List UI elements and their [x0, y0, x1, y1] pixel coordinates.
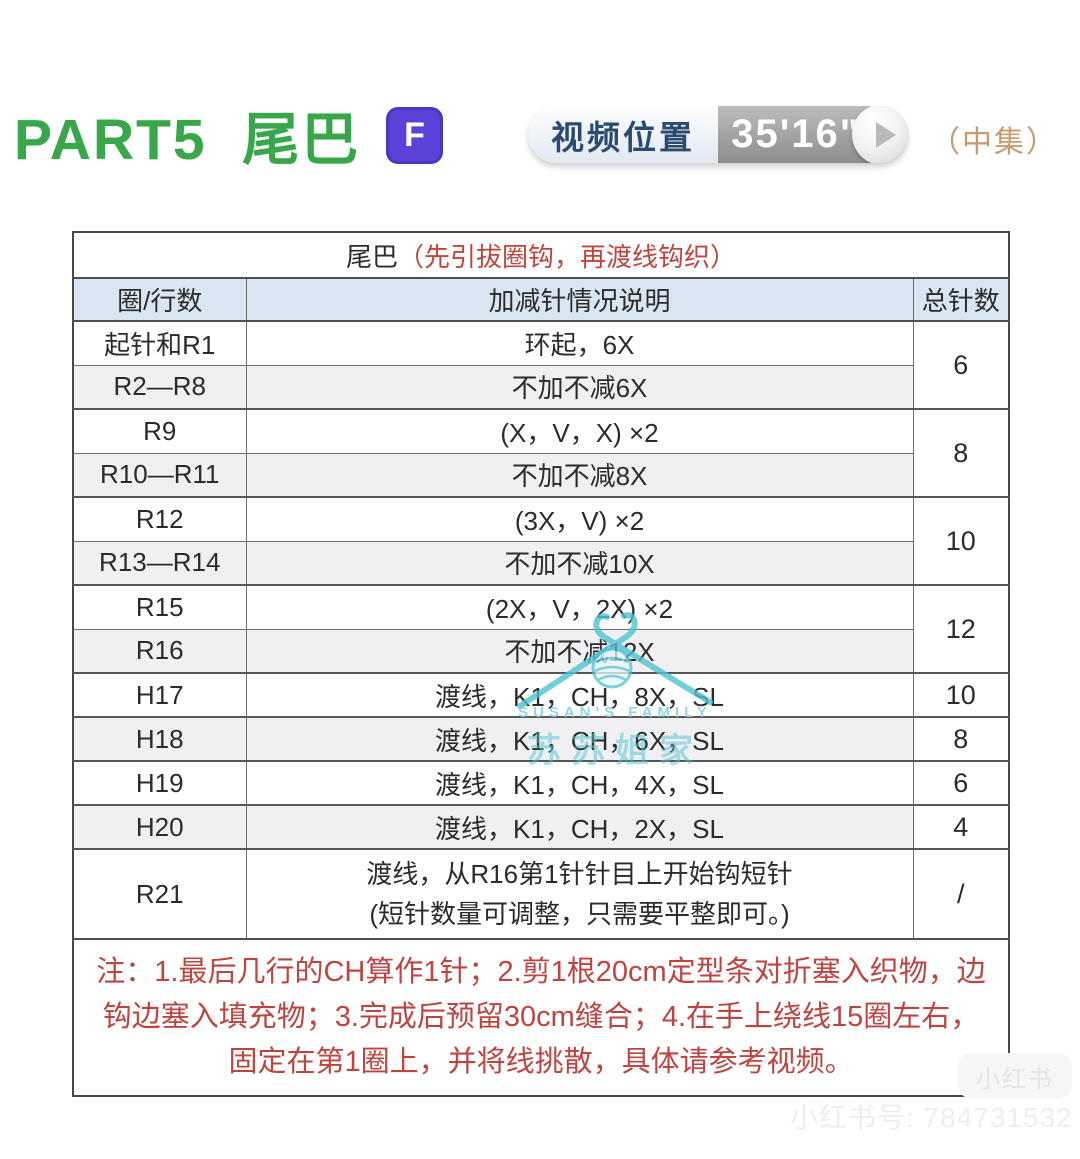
description-cell: 环起，6X — [245, 320, 914, 366]
description-cell: (2X，V，2X) ×2 — [245, 584, 914, 630]
table-title-main: 尾巴 — [345, 241, 398, 272]
column-header-description: 加减针情况说明 — [245, 277, 914, 322]
round-cell: H18 — [72, 716, 247, 762]
total-stitches-cell: 4 — [912, 804, 1010, 850]
description-cell: 不加不减10X — [245, 540, 914, 586]
description-cell: 不加不减12X — [245, 628, 914, 674]
description-cell: 不加不减6X — [245, 364, 914, 410]
round-cell: H19 — [72, 760, 247, 806]
total-stitches-cell: 10 — [912, 496, 1010, 586]
pattern-row: R16 不加不减12X — [72, 628, 1009, 674]
round-cell: H17 — [72, 672, 247, 718]
total-stitches-cell: / — [912, 848, 1010, 940]
total-stitches-cell: 10 — [912, 672, 1010, 718]
description-cell: 不加不减8X — [245, 452, 914, 498]
description-cell: 渡线，K1，CH，8X，SL — [245, 672, 914, 718]
round-cell: R13—R14 — [72, 540, 247, 586]
section-letter: F — [404, 116, 425, 154]
table-title-row: 尾巴（先引拔圈钩，再渡线钩织） — [72, 231, 1010, 279]
total-stitches-cell: 6 — [912, 760, 1010, 806]
pattern-row: H20 渡线，K1，CH，2X，SL 4 — [72, 804, 1010, 850]
pattern-row: H18 渡线，K1，CH，6X，SL 8 — [72, 716, 1010, 762]
description-cell: (X，V，X) ×2 — [245, 408, 914, 454]
round-cell: 起针和R1 — [72, 320, 247, 366]
total-stitches-cell: 12 — [912, 584, 1010, 674]
pattern-row: R12 (3X，V) ×2 10 — [72, 496, 1010, 586]
play-button[interactable] — [852, 106, 908, 163]
table-title-cell: 尾巴（先引拔圈钩，再渡线钩织） — [72, 231, 1010, 279]
round-cell: H20 — [72, 804, 247, 850]
section-letter-badge: F — [386, 107, 443, 164]
round-cell: R12 — [72, 496, 247, 542]
pattern-row: H19 渡线，K1，CH，4X，SL 6 — [72, 760, 1010, 806]
total-stitches-cell: 8 — [912, 716, 1010, 762]
description-cell: 渡线，K1，CH，2X，SL — [245, 804, 914, 850]
round-cell: R10—R11 — [72, 452, 247, 498]
episode-label: （中集） — [930, 126, 1058, 159]
description-cell: 渡线，K1，CH，4X，SL — [245, 760, 914, 806]
description-cell: (3X，V) ×2 — [245, 496, 914, 542]
pattern-row: 起针和R1 环起，6X 6 — [72, 320, 1010, 410]
description-cell: 渡线，从R16第1针针目上开始钩短针 (短针数量可调整，只需要平整即可。) — [245, 848, 914, 940]
xiaohongshu-id-watermark: 小红书号: 784731532 — [790, 1102, 1073, 1133]
page-title: PART5 尾巴 — [14, 108, 361, 172]
pattern-table: 尾巴（先引拔圈钩，再渡线钩织） 圈/行数 加减针情况说明 总针数 起针和R1 环起… — [72, 231, 1011, 1097]
pattern-row: R10—R11 不加不减8X — [72, 452, 1009, 498]
round-cell: R21 — [72, 848, 247, 940]
video-position-label: 视频位置 — [528, 106, 718, 163]
pattern-row: R15 (2X，V，2X) ×2 12 — [72, 584, 1010, 674]
play-icon — [875, 121, 896, 148]
video-position-pill[interactable]: 视频位置 35'16" — [528, 106, 908, 163]
round-cell: R2—R8 — [72, 364, 247, 410]
pattern-row: R13—R14 不加不减10X — [72, 540, 1009, 586]
column-header-rounds: 圈/行数 — [72, 277, 247, 322]
pattern-row: R9 (X，V，X) ×2 8 — [72, 408, 1010, 498]
notes-row: 注：1.最后几行的CH算作1针；2.剪1根20cm定型条对折塞入织物，边钩边塞入… — [72, 938, 1010, 1097]
column-header-total: 总针数 — [912, 277, 1010, 322]
notes-text: 注：1.最后几行的CH算作1针；2.剪1根20cm定型条对折塞入织物，边钩边塞入… — [72, 938, 1010, 1097]
table-body: 起针和R1 环起，6X 6 R2—R8 不加不减6X R9 (X，V，X) ×2 8 R10—R… — [72, 320, 1010, 940]
round-cell: R15 — [72, 584, 247, 630]
round-cell: R16 — [72, 628, 247, 674]
table-header-row: 圈/行数 加减针情况说明 总针数 — [72, 277, 1010, 322]
description-cell: 渡线，K1，CH，6X，SL — [245, 716, 914, 762]
round-cell: R9 — [72, 408, 247, 454]
total-stitches-cell: 6 — [912, 320, 1010, 410]
table-title-note: （先引拔圈钩，再渡线钩织） — [398, 241, 737, 272]
pattern-row: R21 渡线，从R16第1针针目上开始钩短针 (短针数量可调整，只需要平整即可。)… — [72, 848, 1010, 940]
pattern-row: H17 渡线，K1，CH，8X，SL 10 — [72, 672, 1010, 718]
total-stitches-cell: 8 — [912, 408, 1010, 498]
pattern-row: R2—R8 不加不减6X — [72, 364, 1009, 410]
